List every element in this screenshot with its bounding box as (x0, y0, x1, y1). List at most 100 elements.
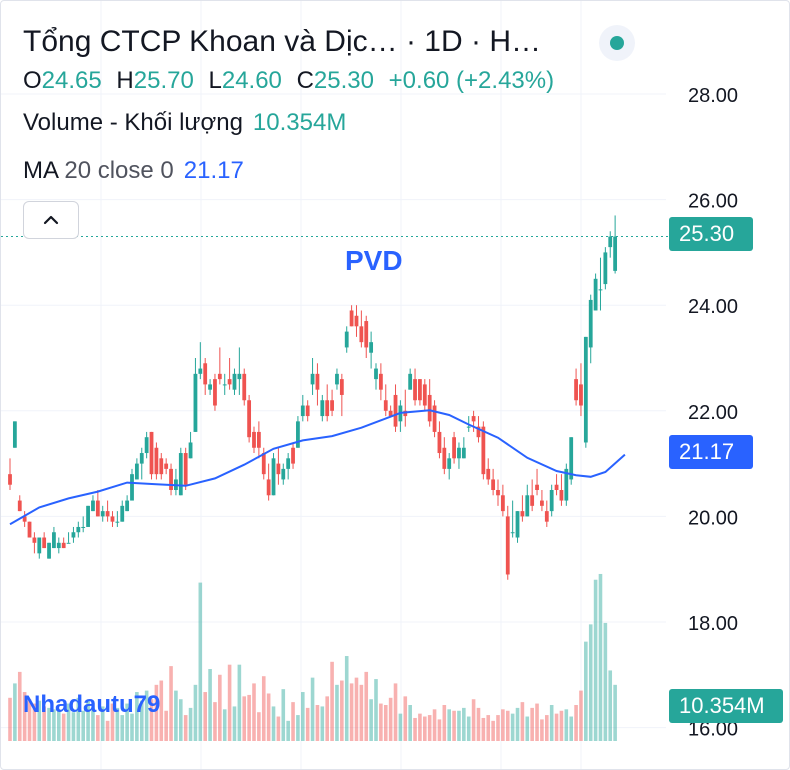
candle-body (320, 400, 325, 417)
volume-bar (135, 692, 139, 741)
volume-bar (476, 707, 481, 741)
volume-bar (296, 715, 300, 741)
volume-bar (305, 707, 310, 741)
volume-bar (149, 699, 154, 741)
volume-bar (125, 703, 129, 741)
volume-bar (301, 692, 305, 741)
volume-bar (330, 661, 334, 741)
title-separator: · (405, 25, 425, 58)
volume-bar (471, 699, 476, 741)
volume-bar (232, 706, 237, 741)
volume-bar (218, 674, 222, 741)
legend-title[interactable]: Tổng CTCP Khoan và Dịc… · 1D · H… (23, 25, 541, 59)
ma-indicator-name[interactable]: MA (23, 157, 58, 184)
symbol-title[interactable]: Tổng CTCP Khoan và Dịc… (23, 25, 398, 58)
candle-body (203, 363, 208, 385)
volume-bar (418, 713, 422, 741)
candle-body (310, 373, 315, 385)
candle-body (125, 500, 130, 512)
volume-bar (208, 669, 212, 741)
ma-legend[interactable]: MA 20 close 0 21.17 (23, 157, 244, 185)
candle-body (325, 400, 330, 417)
volume-bar (27, 699, 32, 741)
candle-body (339, 379, 344, 395)
volume-bar (227, 664, 232, 741)
interval-label[interactable]: 1D (424, 25, 463, 58)
volume-bar (369, 699, 373, 741)
volume-bar (120, 715, 125, 741)
volume-bar (481, 717, 486, 741)
volume-bar (193, 684, 198, 741)
market-status-icon[interactable] (599, 25, 635, 61)
volume-bar (364, 671, 369, 741)
volume-bar (593, 579, 598, 741)
open-label: O (23, 67, 42, 94)
price-axis-tick: 28.00 (688, 85, 738, 107)
candle-body (266, 479, 271, 496)
candle-body (554, 484, 559, 490)
candle-body (286, 458, 291, 469)
volume-bar (457, 710, 461, 741)
candle-body (81, 526, 86, 528)
volume-bar (130, 713, 134, 741)
volume-bar (447, 709, 451, 741)
volume-bar (530, 707, 534, 741)
candle-body (281, 468, 286, 480)
volume-indicator-name[interactable]: Volume - Khối lượng (23, 109, 243, 136)
candle-body (144, 437, 149, 454)
candle-body (95, 500, 100, 517)
volume-bar (588, 624, 593, 741)
close-value: 25.30 (313, 67, 374, 94)
volume-legend[interactable]: Volume - Khối lượng 10.354M (23, 109, 346, 137)
candle-body (374, 368, 378, 380)
candle-body (91, 500, 95, 512)
candle-body (457, 447, 461, 459)
exchange-label[interactable]: H… (489, 25, 541, 58)
candle-body (452, 437, 456, 459)
candle-body (247, 400, 252, 438)
volume-bar (266, 693, 271, 741)
candle-body (520, 511, 525, 517)
candle-body (178, 453, 183, 496)
volume-indicator-value: 10.354M (252, 109, 347, 136)
candle-body (100, 511, 105, 517)
candle-body (613, 236, 618, 271)
candle-body (237, 373, 242, 380)
symbol-annotation: PVD (345, 245, 403, 276)
volume-bar (393, 683, 398, 741)
candle-body (388, 410, 393, 417)
volume-bar (452, 710, 456, 741)
candle-body (569, 437, 574, 480)
volume-bar (466, 716, 471, 741)
volume-bar (159, 680, 164, 741)
candle-body (432, 405, 437, 432)
candle-body (378, 373, 383, 390)
volume-bar (61, 713, 66, 741)
volume-bar (320, 706, 325, 741)
candle-body (120, 505, 125, 522)
volume-bar (32, 703, 37, 741)
volume-bar (613, 684, 617, 741)
candle-body (335, 373, 339, 385)
volume-bar (144, 690, 149, 741)
volume-bar (222, 709, 227, 741)
volume-bar (271, 706, 276, 741)
candle-body (608, 236, 613, 248)
candle-body (198, 368, 203, 374)
candle-body (422, 384, 427, 406)
volume-bar (398, 713, 403, 741)
volume-bar (281, 689, 286, 741)
candle-body (86, 505, 90, 527)
high-label: H (116, 67, 134, 94)
candle-body (12, 421, 17, 448)
candle-body (61, 542, 66, 549)
volume-bar (584, 641, 588, 741)
volume-bar (252, 683, 256, 741)
low-label: L (208, 67, 222, 94)
collapse-legend-button[interactable] (23, 201, 79, 239)
volume-bar (315, 705, 320, 741)
volume-bar (374, 679, 378, 741)
candle-body (17, 500, 22, 512)
